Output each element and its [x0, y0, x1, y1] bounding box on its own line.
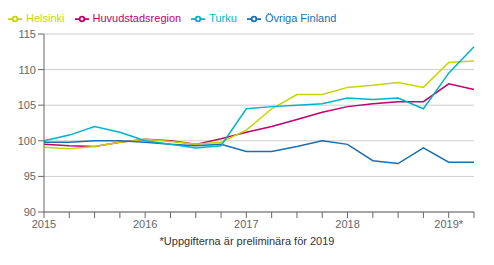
svg-text:90: 90: [24, 206, 36, 218]
svg-text:110: 110: [18, 64, 36, 76]
html-text:Huvudstadsregion: Huvudstadsregion: [92, 12, 182, 24]
svg-text:2016: 2016: [133, 218, 157, 230]
html-text:Övriga Finland: Övriga Finland: [264, 12, 337, 24]
html-text:Helsinki: Helsinki: [26, 12, 65, 24]
svg-text:2018: 2018: [335, 218, 359, 230]
svg-text:2015: 2015: [32, 218, 56, 230]
svg-text:100: 100: [18, 135, 36, 147]
svg-text:2017: 2017: [234, 218, 258, 230]
svg-text:115: 115: [18, 28, 36, 40]
svg-text:105: 105: [18, 99, 36, 111]
html-text:Turku: Turku: [209, 12, 237, 24]
svg-text:2019*: 2019*: [434, 218, 463, 230]
html-text:*Uppgifterna är preliminära fö: *Uppgifterna är preliminära för 2019: [159, 235, 335, 247]
svg-text:95: 95: [24, 170, 36, 182]
